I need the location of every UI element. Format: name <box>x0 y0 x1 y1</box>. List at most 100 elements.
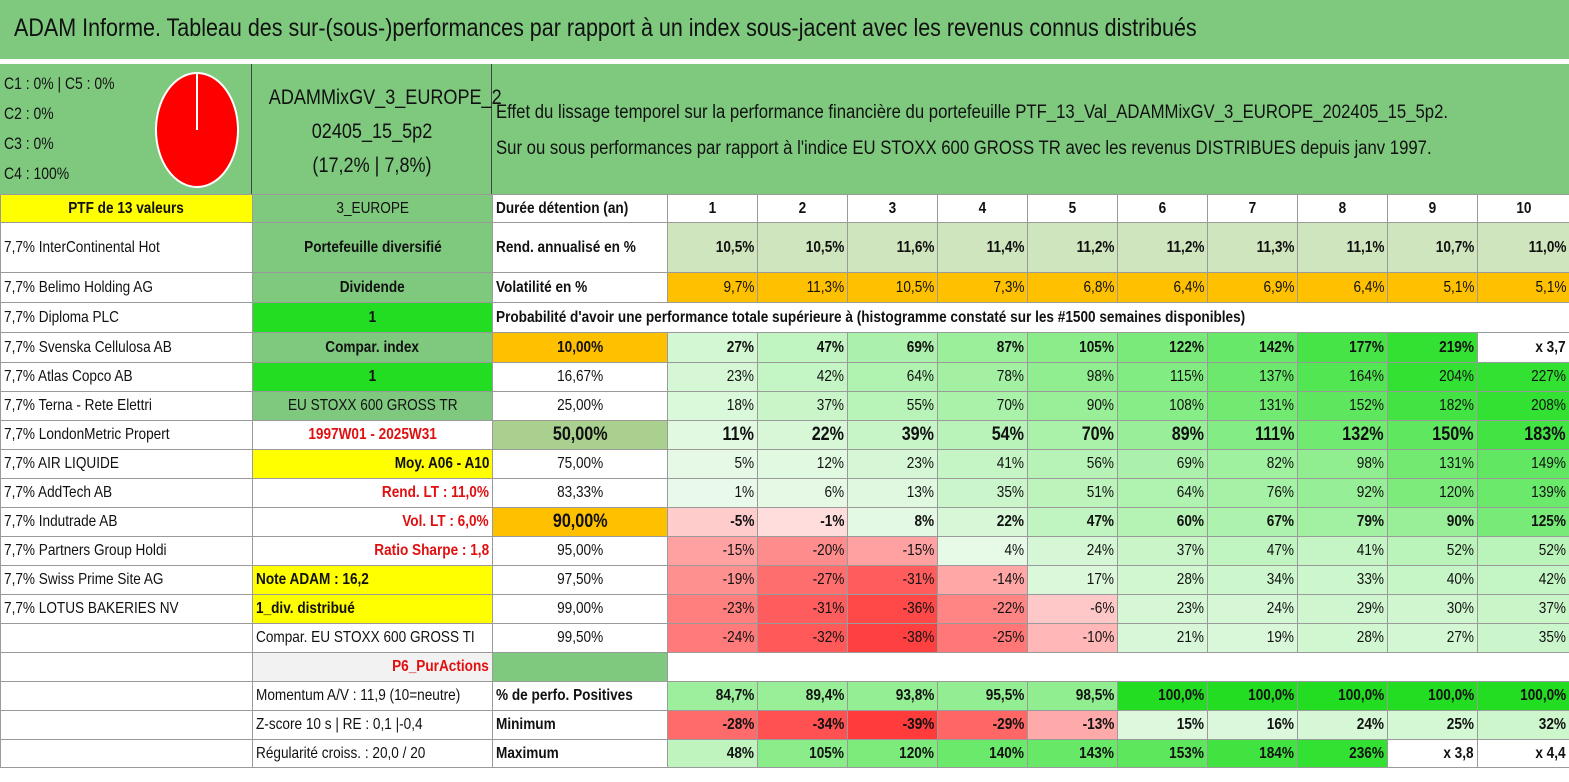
pos-value-y9-text: 100,0% <box>1427 687 1474 704</box>
p95-value-y2: -20% <box>757 536 848 566</box>
p8333-value-y2: 6% <box>757 478 848 508</box>
rend-value-y3: 11,6% <box>847 222 938 273</box>
p95-value-y10: 52% <box>1477 536 1569 566</box>
vol-value-y10-text: 5,1% <box>1535 278 1566 296</box>
min-value-y2-text: -34% <box>812 716 844 733</box>
vol-value-y9: 5,1% <box>1387 272 1478 303</box>
year-header-2: 2 <box>757 194 848 223</box>
p8333-value-y8-text: 92% <box>1356 484 1384 501</box>
label-cell-text: 99,50% <box>556 629 604 646</box>
p8333-value-y7: 76% <box>1207 478 1298 508</box>
p8333-value-y3: 13% <box>847 478 938 508</box>
p90-value-y4: 22% <box>937 507 1028 537</box>
min-value-y3-text: -39% <box>902 716 934 733</box>
p8333-value-y3-text: 13% <box>906 484 934 501</box>
label-cell-text: 95,00% <box>556 542 604 559</box>
info-cell: Note ADAM : 16,2 <box>252 565 493 595</box>
year-header-4-text: 4 <box>978 199 987 217</box>
max-value-y3: 120% <box>847 739 938 768</box>
p10-value-y4-text: 87% <box>996 338 1024 356</box>
rend-value-y2: 10,5% <box>757 222 848 273</box>
max-value-y1-text: 48% <box>726 744 754 762</box>
p1667-value-y8-text: 164% <box>1349 368 1384 385</box>
p95-value-y8: 41% <box>1297 536 1388 566</box>
p75-value-y7-text: 82% <box>1266 455 1294 472</box>
p25-value-y9-text: 182% <box>1439 397 1474 414</box>
p1667-value-y1-text: 23% <box>726 368 754 385</box>
holding-cell: 7,7% LondonMetric Propert <box>0 420 253 450</box>
p975-value-y8: 33% <box>1297 565 1388 595</box>
table-row: 7,7% Swiss Prime Site AG Note ADAM : 16,2… <box>0 565 1569 595</box>
year-header-9: 9 <box>1387 194 1478 223</box>
p8333-value-y9: 120% <box>1387 478 1478 508</box>
p25-value-y2: 37% <box>757 391 848 421</box>
pos-value-y9: 100,0% <box>1387 681 1478 711</box>
p8333-value-y10: 139% <box>1477 478 1569 508</box>
p995-value-y9: 27% <box>1387 623 1478 653</box>
p1667-value-y10-text: 227% <box>1531 368 1566 385</box>
min-value-y7-text: 16% <box>1266 716 1294 733</box>
label-cell-text: Maximum <box>496 744 559 762</box>
p10-value-y5: 105% <box>1027 332 1118 363</box>
vol-value-y6-text: 6,4% <box>1173 278 1204 296</box>
label-cell-text: Durée détention (an) <box>496 199 629 217</box>
class-line-4: C4 : 100% <box>4 164 70 183</box>
p75-value-y8: 98% <box>1297 449 1388 479</box>
p99-value-y9: 30% <box>1387 594 1478 624</box>
p1667-value-y4: 78% <box>937 362 1028 392</box>
probability-title: Probabilité d'avoir une performance tota… <box>492 302 1569 333</box>
label-cell: 99,50% <box>492 623 668 653</box>
p1667-value-y9: 204% <box>1387 362 1478 392</box>
p99-value-y6-text: 23% <box>1176 600 1204 617</box>
p50-value-y3: 39% <box>847 420 938 450</box>
max-value-y7-text: 184% <box>1259 744 1294 762</box>
info-cell-text: Portefeuille diversifié <box>303 238 442 256</box>
pos-value-y3-text: 93,8% <box>895 687 934 704</box>
rend-value-y5: 11,2% <box>1027 222 1118 273</box>
vol-value-y1-text: 9,7% <box>723 278 754 296</box>
info-cell-text: Vol. LT : 6,0% <box>402 513 489 530</box>
year-header-2-text: 2 <box>798 199 807 217</box>
p90-value-y8-text: 79% <box>1356 513 1384 530</box>
info-cell-text: Momentum A/V : 11,9 (10=neutre) <box>256 687 461 704</box>
rend-value-y9: 10,7% <box>1387 222 1478 273</box>
p10-value-y1-text: 27% <box>726 338 754 356</box>
max-value-y2-text: 105% <box>809 744 844 762</box>
p1667-value-y7-text: 137% <box>1259 368 1294 385</box>
p25-value-y8-text: 152% <box>1349 397 1384 414</box>
p50-value-y3-text: 39% <box>901 424 934 445</box>
p995-value-y10-text: 35% <box>1538 629 1566 646</box>
p50-value-y5-text: 70% <box>1081 424 1114 445</box>
p10-value-y2: 47% <box>757 332 848 363</box>
rend-value-y1-text: 10,5% <box>715 238 754 257</box>
info-cell-text: Ratio Sharpe : 1,8 <box>374 542 489 559</box>
p90-value-y3-text: 8% <box>914 513 934 530</box>
p90-value-y10-text: 125% <box>1531 513 1566 530</box>
p10-value-y4: 87% <box>937 332 1028 363</box>
info-cell-text: EU STOXX 600 GROSS TR <box>287 397 458 414</box>
p995-value-y1-text: -24% <box>722 629 754 646</box>
info-cell-text: 1 <box>368 368 377 385</box>
p1667-value-y9-text: 204% <box>1439 368 1474 385</box>
p25-value-y10-text: 208% <box>1531 397 1566 414</box>
p975-value-y6: 28% <box>1117 565 1208 595</box>
min-value-y4: -29% <box>937 710 1028 740</box>
info-cell-text: Régularité croiss. : 20,0 / 20 <box>256 744 426 762</box>
p995-value-y7-text: 19% <box>1266 629 1294 646</box>
vol-value-y2-text: 11,3% <box>806 278 844 296</box>
p995-value-y3: -38% <box>847 623 938 653</box>
rend-value-y2-text: 10,5% <box>805 238 844 257</box>
p25-value-y4-text: 70% <box>996 397 1024 414</box>
max-value-y3-text: 120% <box>899 744 934 762</box>
label-cell-text: 75,00% <box>556 455 604 472</box>
p10-value-y1: 27% <box>667 332 758 363</box>
vol-value-y8-text: 6,4% <box>1353 278 1384 296</box>
p975-value-y9: 40% <box>1387 565 1478 595</box>
info-cell: 1997W01 - 2025W31 <box>252 420 493 450</box>
info-cell-text: Z-score 10 s | RE : 0,1 |-0,4 <box>256 716 423 733</box>
pos-value-y3: 93,8% <box>847 681 938 711</box>
label-cell-text: 10,00% <box>556 338 604 356</box>
pos-value-y8-text: 100,0% <box>1337 687 1384 704</box>
p95-value-y3: -15% <box>847 536 938 566</box>
report-title: ADAM Informe. Tableau des sur-(sous-)per… <box>14 14 1197 42</box>
